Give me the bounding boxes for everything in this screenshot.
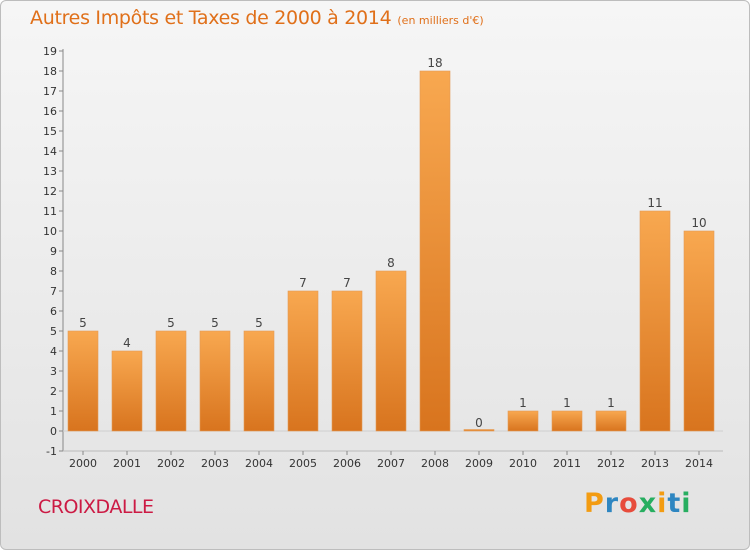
value-label-2013: 11 (647, 196, 662, 210)
logo-letter: P (584, 488, 605, 519)
x-tick-label-2004: 2004 (245, 457, 273, 470)
x-tick-label-2003: 2003 (201, 457, 229, 470)
y-tick-label: 17 (43, 85, 57, 98)
x-tick-label-2011: 2011 (553, 457, 581, 470)
chart-title: Autres Impôts et Taxes de 2000 à 2014 (30, 7, 392, 29)
y-tick-label: 6 (50, 305, 57, 318)
bar-2000 (67, 330, 99, 432)
bar-2009 (463, 429, 495, 432)
chart-subtitle: (en milliers d'€) (397, 14, 484, 27)
x-tick-label-2012: 2012 (597, 457, 625, 470)
y-tick-label: 4 (50, 345, 57, 358)
y-tick-label: 18 (43, 65, 57, 78)
bar-2014 (683, 230, 715, 432)
value-label-2010: 1 (519, 396, 527, 410)
y-tick-label: 16 (43, 105, 57, 118)
value-label-2000: 5 (79, 316, 87, 330)
logo-letter: i (681, 488, 692, 519)
y-tick-label: 5 (50, 325, 57, 338)
bar-2005 (287, 290, 319, 432)
y-tick-label: 11 (43, 205, 57, 218)
value-label-2002: 5 (167, 316, 175, 330)
y-tick-label: 2 (50, 385, 57, 398)
x-tick-label-2014: 2014 (685, 457, 713, 470)
bar-2006 (331, 290, 363, 432)
value-label-2008: 18 (427, 56, 442, 70)
logo-letter: r (604, 488, 620, 519)
x-tick-label-2002: 2002 (157, 457, 185, 470)
logo-letter: o (619, 488, 639, 519)
y-tick-label: 14 (43, 145, 57, 158)
y-tick-label: -1 (46, 445, 57, 458)
value-label-2009: 0 (475, 416, 483, 430)
bar-2008 (419, 70, 451, 432)
bar-2002 (155, 330, 187, 432)
bar-2007 (375, 270, 407, 432)
x-tick-label-2010: 2010 (509, 457, 537, 470)
y-tick-label: 19 (43, 45, 57, 58)
value-label-2011: 1 (563, 396, 571, 410)
y-tick-label: 9 (50, 245, 57, 258)
value-label-2001: 4 (123, 336, 131, 350)
bar-2013 (639, 210, 671, 432)
x-tick-label-2006: 2006 (333, 457, 361, 470)
x-tick-label-2013: 2013 (641, 457, 669, 470)
x-tick-label-2001: 2001 (113, 457, 141, 470)
y-tick-label: 7 (50, 285, 57, 298)
proxiti-logo: Proxiti (584, 488, 692, 519)
commune-name: CROIXDALLE (38, 496, 154, 518)
y-tick-label: 13 (43, 165, 57, 178)
chart-heading: Autres Impôts et Taxes de 2000 à 2014 (en… (30, 7, 484, 29)
logo-letter: t (667, 488, 682, 519)
bar-2010 (507, 410, 539, 432)
value-label-2005: 7 (299, 276, 307, 290)
x-tick-label-2007: 2007 (377, 457, 405, 470)
bar-2012 (595, 410, 627, 432)
bar-2004 (243, 330, 275, 432)
x-tick-label-2005: 2005 (289, 457, 317, 470)
bar-2001 (111, 350, 143, 432)
value-label-2014: 10 (691, 216, 706, 230)
x-tick-label-2000: 2000 (69, 457, 97, 470)
y-tick-label: 8 (50, 265, 57, 278)
value-label-2006: 7 (343, 276, 351, 290)
logo-letter: x (638, 488, 658, 519)
x-tick-label-2009: 2009 (465, 457, 493, 470)
y-tick-label: 0 (50, 425, 57, 438)
y-tick-label: 12 (43, 185, 57, 198)
value-label-2007: 8 (387, 256, 395, 270)
y-tick-label: 15 (43, 125, 57, 138)
bar-2003 (199, 330, 231, 432)
y-tick-label: 3 (50, 365, 57, 378)
x-tick-label-2008: 2008 (421, 457, 449, 470)
y-tick-label: 1 (50, 405, 57, 418)
value-label-2003: 5 (211, 316, 219, 330)
bar-2011 (551, 410, 583, 432)
y-tick-label: 10 (43, 225, 57, 238)
value-label-2004: 5 (255, 316, 263, 330)
value-label-2012: 1 (607, 396, 615, 410)
logo-letter: i (657, 488, 668, 519)
